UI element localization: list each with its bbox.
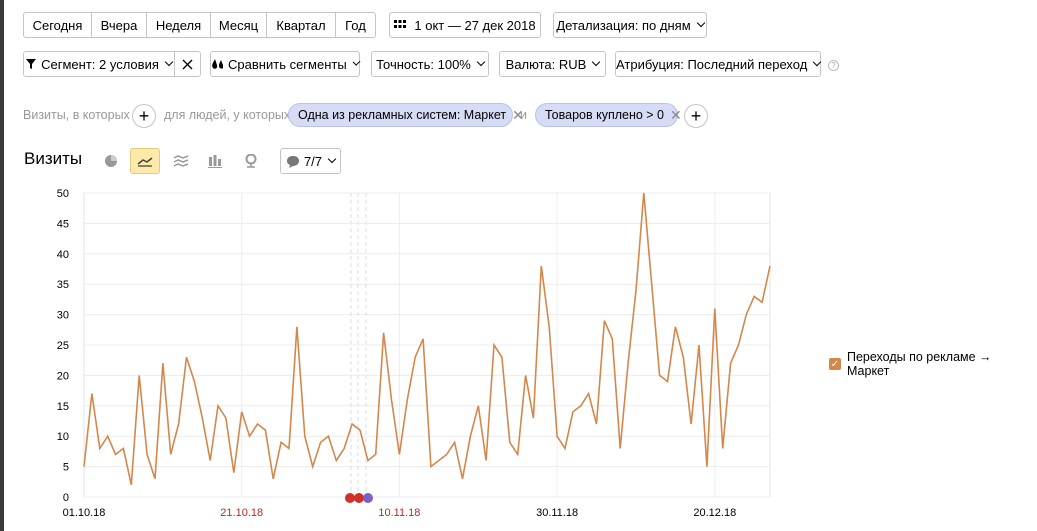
- y-tick-label: 50: [57, 188, 69, 200]
- x-tick-label: 01.10.18: [63, 507, 106, 519]
- compare-label: Сравнить сегменты: [228, 56, 347, 72]
- date-range-label: 1 окт — 27 дек 2018: [414, 17, 536, 33]
- map-pin-icon[interactable]: [236, 148, 266, 174]
- detail-label: Детализация: по дням: [556, 17, 691, 33]
- calendar-icon: [394, 20, 407, 28]
- checkbox-icon[interactable]: ✓: [829, 358, 841, 370]
- left-edge: [0, 0, 4, 531]
- y-tick-label: 10: [57, 431, 69, 443]
- chevron-down-icon: [696, 18, 705, 28]
- chevron-down-icon: [327, 154, 337, 164]
- date-range-button[interactable]: 1 окт — 27 дек 2018: [389, 12, 541, 38]
- chevron-down-icon: [352, 58, 361, 66]
- segment-clear-button[interactable]: [174, 51, 201, 77]
- period-yesterday[interactable]: Вчера: [92, 12, 147, 38]
- period-today[interactable]: Сегодня: [23, 12, 92, 38]
- comment-icon: [286, 155, 299, 168]
- holiday-marker-icon: [345, 493, 355, 503]
- condition-chip-items-purchased[interactable]: Товаров куплено > 0 ✕: [535, 103, 682, 127]
- chip-label: Одна из рекламных систем: Маркет: [298, 108, 507, 122]
- annotations-dropdown[interactable]: 7/7: [280, 148, 341, 174]
- add-visit-condition-button[interactable]: +: [132, 104, 156, 128]
- bar-chart-icon[interactable]: [200, 148, 230, 174]
- segment-dropdown[interactable]: Сегмент: 2 условия: [23, 51, 175, 77]
- y-tick-label: 40: [57, 249, 69, 261]
- y-tick-label: 35: [57, 279, 69, 291]
- period-week[interactable]: Неделя: [147, 12, 211, 38]
- drops-icon: [212, 58, 224, 69]
- chevron-down-icon: [813, 57, 822, 67]
- close-icon: [182, 59, 193, 69]
- series-line-market-ads: [83, 192, 771, 485]
- currency-label: Валюта: RUB: [505, 56, 587, 72]
- period-month[interactable]: Месяц: [211, 12, 267, 38]
- attribution-label: Атрибуция: Последний переход: [616, 56, 808, 72]
- condition-chip-ad-system[interactable]: Одна из рекламных систем: Маркет ✕: [288, 103, 524, 127]
- period-year[interactable]: Год: [336, 12, 376, 38]
- plot-frame: [83, 192, 771, 498]
- y-tick-label: 0: [63, 492, 69, 504]
- attribution-dropdown[interactable]: Атрибуция: Последний переход: [615, 51, 822, 77]
- chevron-down-icon: [164, 57, 174, 67]
- y-tick-label: 30: [57, 310, 69, 322]
- people-filter-label: для людей, у которых: [164, 108, 291, 122]
- y-tick-label: 20: [57, 370, 69, 382]
- pie-chart-icon[interactable]: [96, 148, 126, 174]
- y-tick-label: 45: [57, 218, 69, 230]
- and-label: и: [520, 108, 527, 122]
- period-quarter[interactable]: Квартал: [267, 12, 336, 38]
- add-people-condition-button[interactable]: +: [684, 104, 708, 128]
- legend-label: Переходы по рекламе → Маркет: [846, 350, 992, 378]
- stacked-area-icon[interactable]: [166, 148, 196, 174]
- compare-segments-dropdown[interactable]: Сравнить сегменты: [210, 51, 361, 77]
- accuracy-label: Точность: 100%: [376, 56, 471, 72]
- annotation-markers[interactable]: [345, 193, 373, 503]
- detail-dropdown[interactable]: Детализация: по дням: [553, 12, 707, 38]
- segment-label: Сегмент: 2 условия: [41, 56, 159, 72]
- y-tick-label: 15: [57, 401, 69, 413]
- visits-filter-label: Визиты, в которых: [23, 108, 130, 122]
- line-chart-icon[interactable]: [130, 148, 160, 174]
- holiday-marker-icon: [354, 493, 364, 503]
- chip-label: Товаров куплено > 0: [545, 108, 665, 122]
- close-icon[interactable]: ✕: [670, 106, 682, 123]
- annotation-marker-icon: [363, 493, 373, 503]
- currency-dropdown[interactable]: Валюта: RUB: [499, 51, 606, 77]
- close-icon[interactable]: ✕: [512, 106, 524, 123]
- chart-title: Визиты: [24, 149, 83, 168]
- x-tick-label: 20.12.18: [693, 507, 736, 519]
- plus-icon: +: [690, 106, 702, 126]
- x-tick-label: 10.11.18: [378, 507, 420, 519]
- period-selector: Сегодня Вчера Неделя Месяц Квартал Год: [23, 12, 376, 38]
- annotations-count: 7/7: [303, 153, 323, 169]
- chevron-down-icon: [592, 57, 601, 67]
- y-tick-label: 25: [57, 340, 69, 352]
- funnel-icon: [26, 59, 37, 69]
- x-tick-label: 21.10.18: [220, 507, 263, 519]
- chevron-down-icon: [476, 57, 486, 67]
- accuracy-dropdown[interactable]: Точность: 100%: [371, 51, 489, 77]
- help-icon[interactable]: ?: [828, 60, 839, 71]
- chart-legend[interactable]: ✓ Переходы по рекламе → Маркет: [829, 350, 1037, 378]
- x-tick-label: 30.11.18: [536, 507, 578, 519]
- plus-icon: +: [138, 106, 150, 126]
- y-tick-label: 5: [63, 462, 69, 474]
